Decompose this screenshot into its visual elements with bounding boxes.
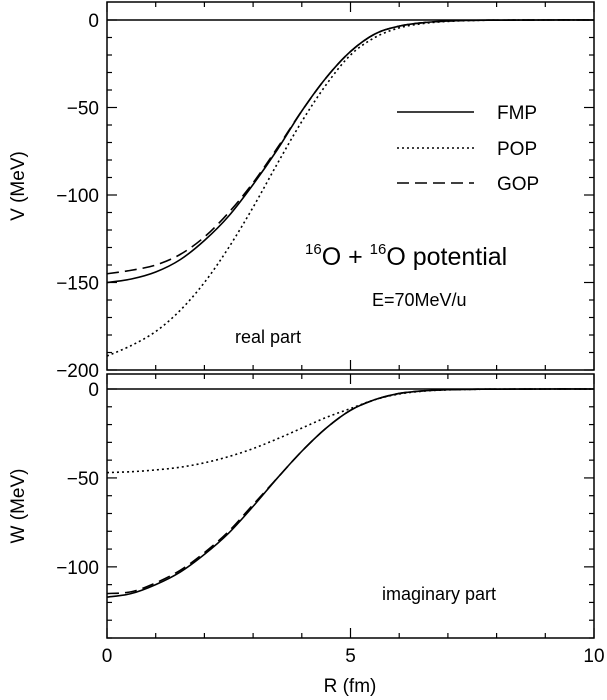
series-line-pop-real bbox=[106, 19, 595, 357]
ytick-label: −50 bbox=[67, 469, 99, 490]
bottom-ylabel: W (MeV) bbox=[8, 469, 29, 544]
title-mass1: 16 bbox=[305, 241, 322, 258]
title-el2: O potential bbox=[386, 243, 507, 271]
series-line-gop-real bbox=[106, 19, 595, 275]
legend-label-fmp: FMP bbox=[497, 103, 537, 124]
top-ylabel: V (MeV) bbox=[8, 151, 29, 221]
bottom-panel: 0 −50 −100 0 5 10 bbox=[56, 374, 605, 667]
series-line-gop-imaginary bbox=[106, 388, 595, 595]
legend-label-gop: GOP bbox=[497, 174, 539, 195]
title-mass2: 16 bbox=[370, 241, 387, 258]
title-el1: O + bbox=[322, 243, 370, 271]
ytick-label: −50 bbox=[67, 99, 99, 120]
xlabel: R (fm) bbox=[324, 676, 377, 697]
imaginary-part-label: imaginary part bbox=[382, 584, 496, 604]
ytick-label: −100 bbox=[56, 186, 99, 207]
top-series-group bbox=[106, 19, 595, 357]
chart-title: 16O + 16O potential bbox=[305, 241, 507, 271]
series-line-fmp-imaginary bbox=[106, 388, 595, 598]
xtick-label: 0 bbox=[102, 646, 113, 667]
ytick-label: −150 bbox=[56, 274, 99, 295]
series-line-pop-imaginary bbox=[106, 388, 595, 474]
legend: FMP POP GOP bbox=[397, 103, 539, 195]
real-part-label: real part bbox=[235, 327, 301, 347]
ytick-label: −100 bbox=[56, 558, 99, 579]
ytick-label: 0 bbox=[88, 380, 99, 401]
bottom-series-group bbox=[106, 388, 595, 598]
legend-label-pop: POP bbox=[497, 139, 537, 160]
ytick-label: −200 bbox=[56, 361, 99, 382]
xtick-label: 5 bbox=[345, 646, 356, 667]
xtick-label: 10 bbox=[583, 646, 604, 667]
bottom-panel-frame bbox=[106, 373, 595, 639]
ytick-label: 0 bbox=[88, 11, 99, 32]
energy-label: E=70MeV/u bbox=[372, 290, 467, 310]
